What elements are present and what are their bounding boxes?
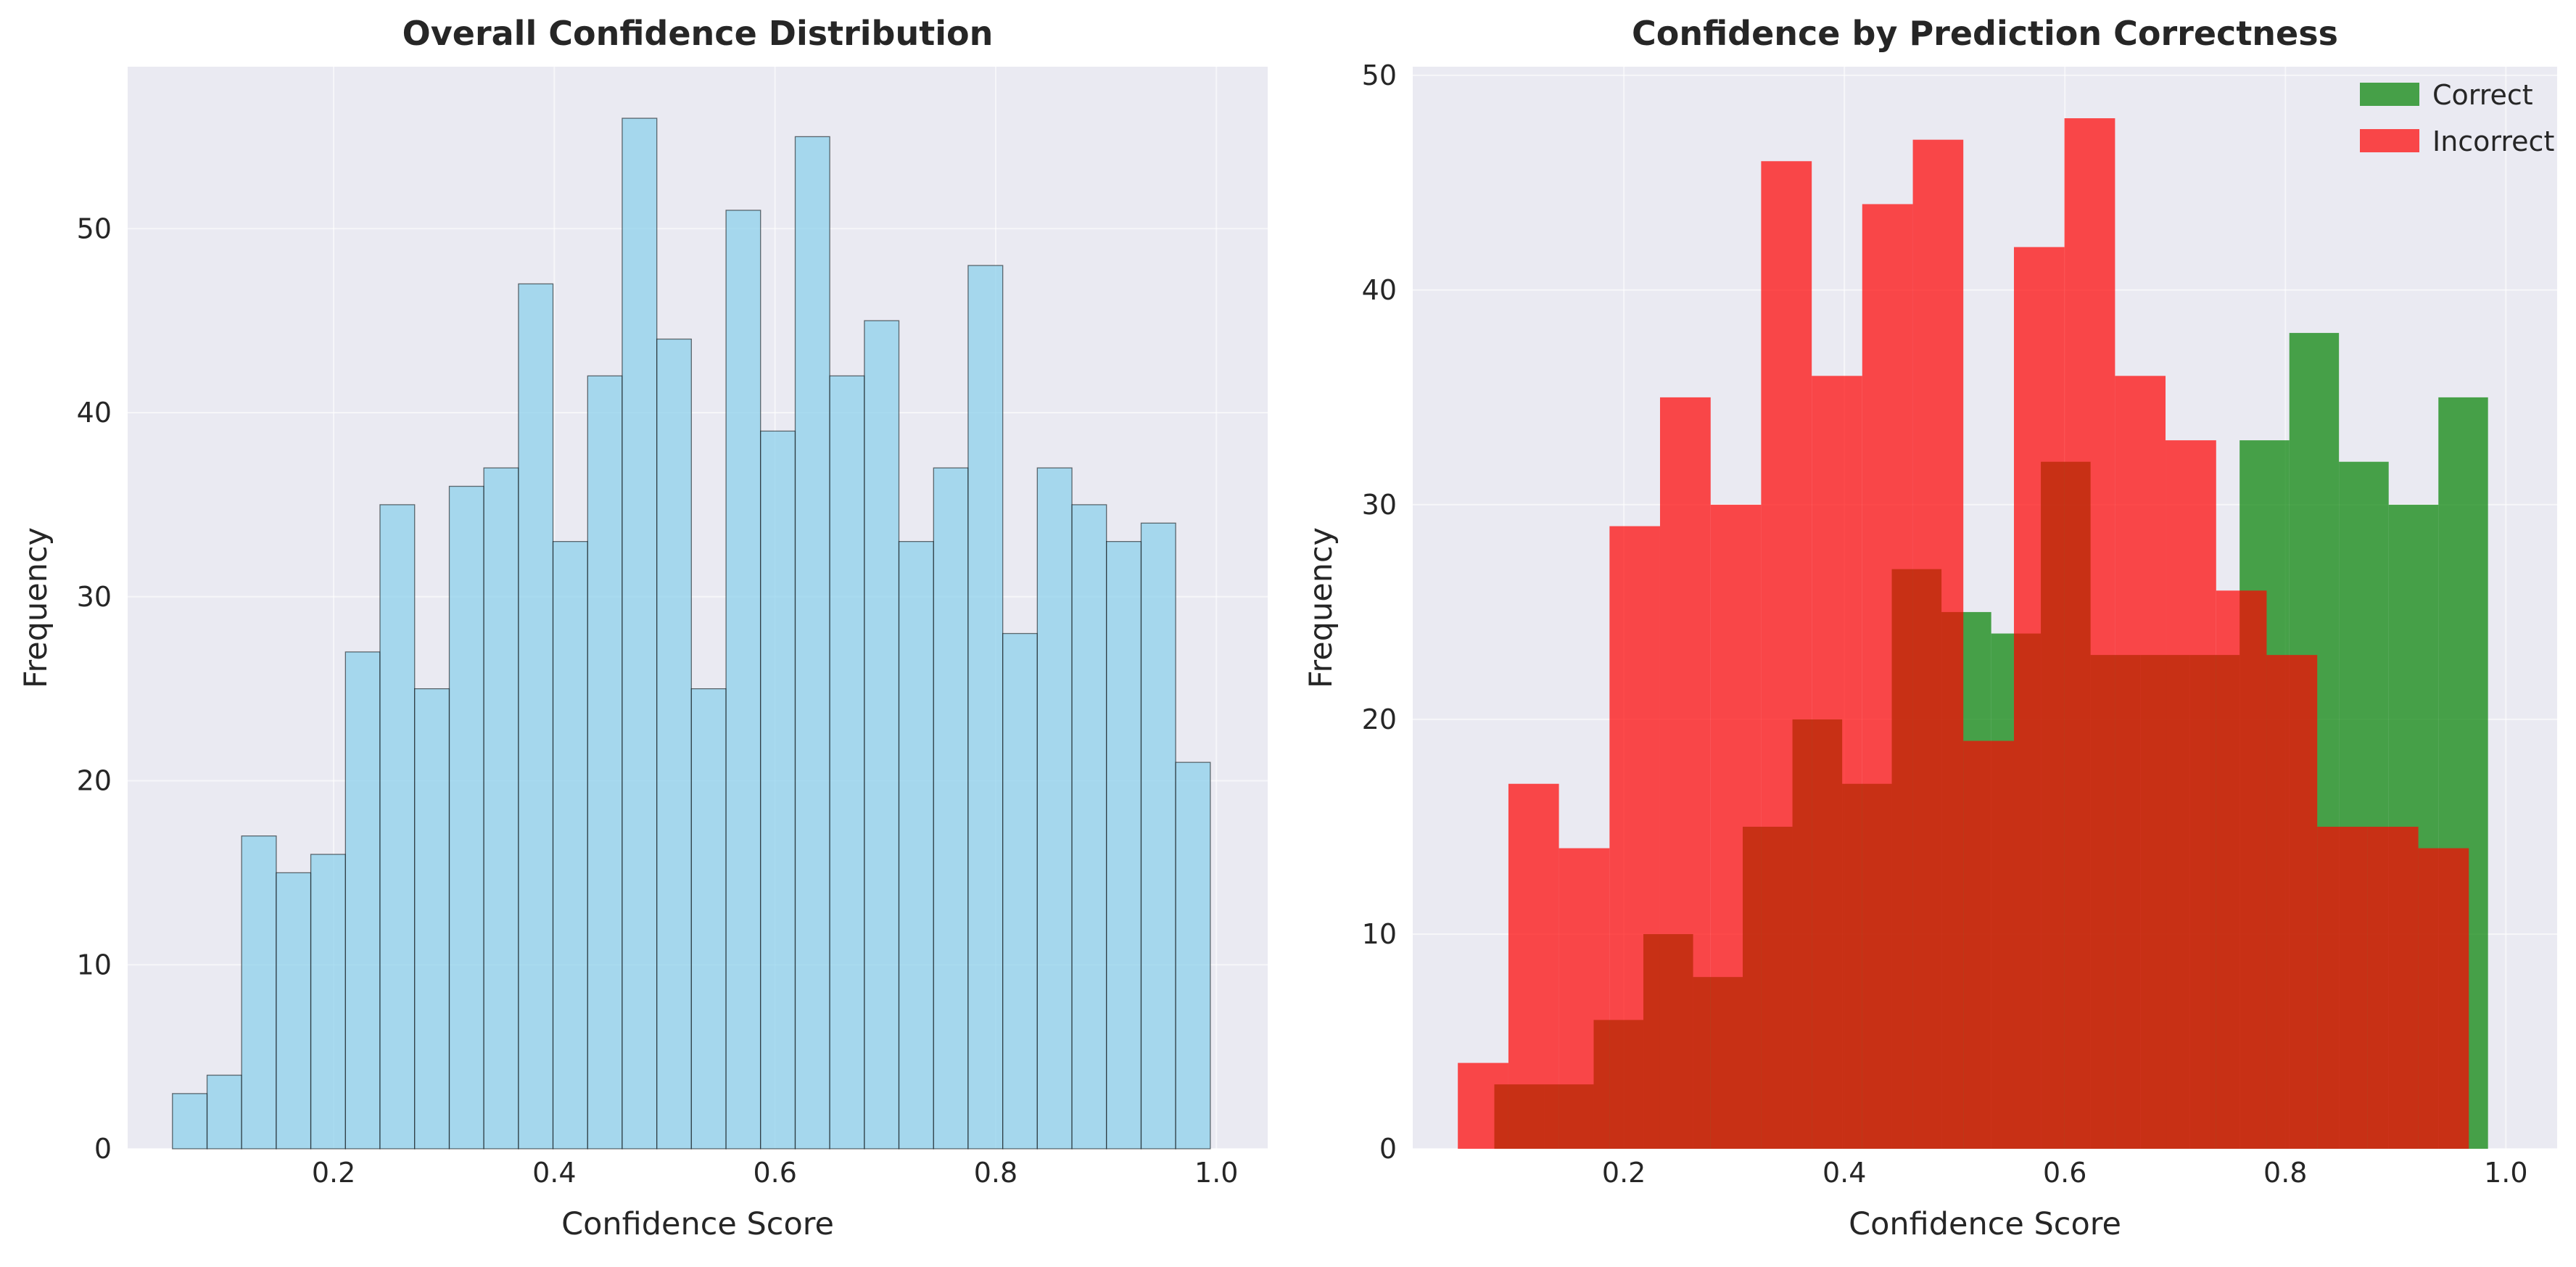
- histogram-bar: [172, 1093, 208, 1150]
- legend-swatch-correct: [2360, 83, 2419, 106]
- histogram-bar-incorrect: [1508, 783, 1559, 1149]
- histogram-bar: [206, 1074, 242, 1150]
- y-tick-label: 50: [77, 212, 112, 244]
- chart-title: Overall Confidence Distribution: [402, 14, 994, 53]
- histogram-bar: [622, 117, 658, 1150]
- y-axis-label: Frequency: [1303, 527, 1339, 688]
- histogram-panel-overall: 0.2 0.4 0.6 0.8 1.0 0 10 20 30 40 50 Overall Confid…: [18, 14, 1268, 1242]
- histogram-bar: [690, 688, 727, 1150]
- x-tick-label: 0.6: [753, 1157, 796, 1189]
- histogram-bar-incorrect: [1659, 397, 1711, 1149]
- chart-title: Confidence by Prediction Correctness: [1632, 14, 2338, 53]
- x-tick-label: 1.0: [2484, 1157, 2527, 1189]
- histogram-bar: [725, 210, 761, 1150]
- x-tick-label: 0.2: [312, 1157, 355, 1189]
- x-tick-label: 0.8: [974, 1157, 1017, 1189]
- x-tick-label: 0.6: [2043, 1157, 2086, 1189]
- histogram-bar: [310, 854, 346, 1150]
- histogram-bar: [1140, 522, 1176, 1150]
- histogram-bar-incorrect: [1761, 161, 1812, 1150]
- x-axis-label: Confidence Score: [561, 1206, 834, 1242]
- y-tick-label: 30: [77, 581, 112, 613]
- y-tick-label: 40: [77, 397, 112, 429]
- histogram-bar: [587, 375, 623, 1150]
- histogram-bar: [379, 504, 416, 1150]
- histogram-bar-incorrect: [2013, 247, 2065, 1150]
- y-tick-label: 20: [1362, 703, 1397, 735]
- x-axis-label: Confidence Score: [1849, 1206, 2121, 1242]
- y-tick-label: 10: [77, 949, 112, 981]
- x-tick-label: 0.4: [532, 1157, 576, 1189]
- y-tick-label: 20: [77, 765, 112, 797]
- histogram-bar-incorrect: [1710, 504, 1762, 1149]
- legend-label-correct: Correct: [2432, 79, 2533, 111]
- histogram-bar-incorrect: [2216, 590, 2267, 1149]
- histogram-bar: [794, 136, 830, 1150]
- histogram-bar-incorrect: [2317, 826, 2368, 1149]
- histogram-bar-incorrect: [2266, 655, 2318, 1149]
- histogram-panel-by-correctness: 0.2 0.4 0.6 0.8 1.0 0 10 20 30 40 50 Confidence by …: [1303, 14, 2557, 1242]
- y-tick-label: 40: [1362, 274, 1397, 306]
- legend-swatch-incorrect: [2360, 129, 2419, 152]
- histogram-bar: [1175, 762, 1211, 1150]
- histogram-bar: [1071, 504, 1107, 1150]
- histogram-bar: [1002, 632, 1038, 1150]
- histogram-bar: [483, 467, 519, 1150]
- histogram-bar-incorrect: [2166, 440, 2216, 1149]
- histogram-bar-incorrect: [2115, 376, 2166, 1150]
- histogram-bar: [933, 467, 969, 1150]
- histogram-bar-incorrect: [1812, 376, 1862, 1150]
- histogram-bar: [344, 651, 381, 1150]
- histogram-bar: [414, 688, 450, 1150]
- histogram-bar: [760, 430, 796, 1150]
- histogram-bar: [1106, 541, 1142, 1150]
- histogram-bar-incorrect: [2064, 118, 2115, 1150]
- y-tick-label: 30: [1362, 489, 1397, 521]
- histogram-bar-incorrect: [2367, 826, 2419, 1149]
- histogram-bar: [276, 872, 312, 1150]
- histogram-bar: [829, 375, 865, 1150]
- histogram-bar: [241, 835, 277, 1150]
- y-tick-label: 50: [1362, 59, 1397, 91]
- legend: Correct Incorrect: [2360, 79, 2554, 157]
- histogram-bar-incorrect: [1559, 848, 1610, 1149]
- histogram-bar-incorrect: [1458, 1062, 1508, 1149]
- histogram-bar: [1036, 467, 1073, 1150]
- y-tick-label: 0: [94, 1133, 112, 1165]
- histogram-bar-incorrect: [1609, 526, 1660, 1149]
- histogram-bar: [864, 320, 900, 1150]
- histogram-bar: [898, 541, 934, 1150]
- x-tick-label: 0.2: [1602, 1157, 1646, 1189]
- x-tick-label: 0.4: [1822, 1157, 1866, 1189]
- legend-label-incorrect: Incorrect: [2432, 125, 2554, 157]
- histogram-bar: [448, 485, 484, 1150]
- histogram-bar: [552, 541, 588, 1150]
- y-tick-label: 10: [1362, 918, 1397, 950]
- histogram-bar-incorrect: [1963, 740, 2014, 1149]
- histogram-bar: [967, 265, 1004, 1150]
- y-axis-label: Frequency: [18, 527, 54, 688]
- histogram-bar: [518, 283, 554, 1150]
- histogram-bar-incorrect: [1862, 204, 1913, 1149]
- x-tick-label: 1.0: [1194, 1157, 1238, 1189]
- histogram-bar: [656, 338, 692, 1150]
- histogram-bar-incorrect: [1912, 139, 1964, 1150]
- histogram-bar-incorrect: [2418, 848, 2469, 1149]
- x-tick-label: 0.8: [2263, 1157, 2307, 1189]
- y-tick-label: 0: [1379, 1133, 1397, 1165]
